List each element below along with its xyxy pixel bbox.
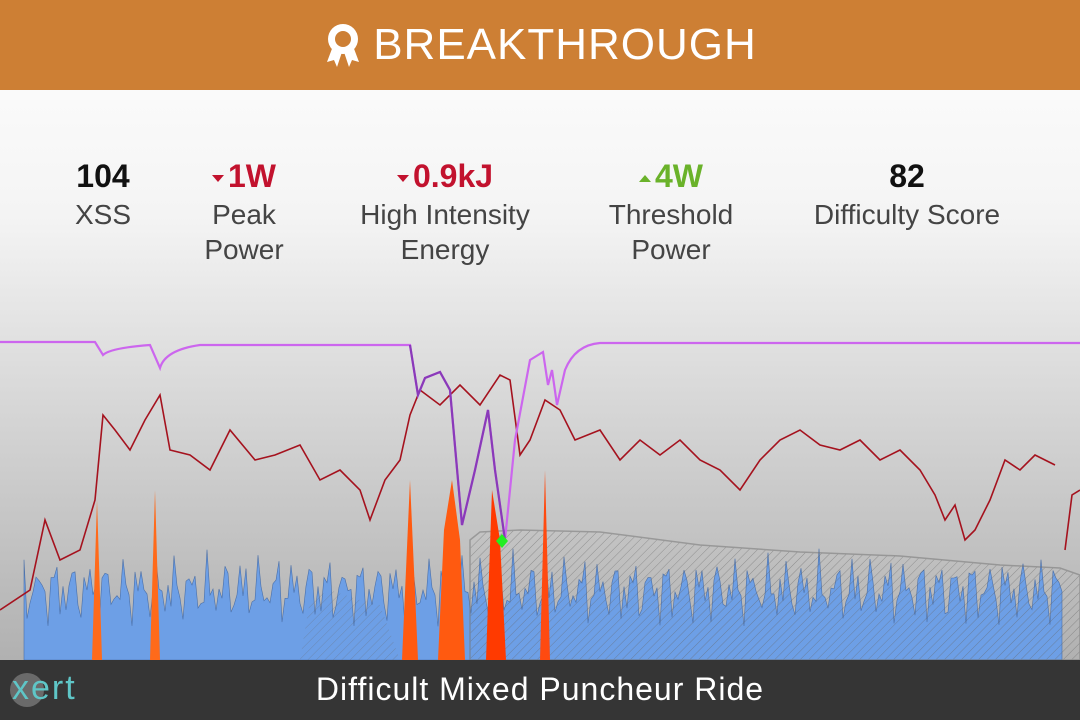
stat-label: Difficulty Score <box>813 199 1001 230</box>
footer-title: Difficult Mixed Puncheur Ride <box>315 671 765 707</box>
reserve-line-breakthrough <box>408 344 507 541</box>
stat: 82 Difficulty Score <box>787 155 1027 232</box>
stat-value: 104 <box>76 158 130 194</box>
hatch-area <box>300 590 400 660</box>
breakthrough-point <box>496 534 508 548</box>
stat-value-row: 82 <box>787 155 1027 197</box>
stat-label: High Intensity Energy <box>360 199 530 265</box>
stat-label: XSS <box>74 199 132 230</box>
footer: xert Difficult Mixed Puncheur Ride <box>0 660 1080 720</box>
logo: xert <box>12 669 77 707</box>
stat-label: Threshold Power <box>608 199 734 265</box>
logo-badge <box>10 673 44 707</box>
stat: 104 XSS <box>43 155 163 232</box>
hatch-area <box>469 529 1080 660</box>
stat: 4W Threshold Power <box>596 155 746 267</box>
stat-value-row: 4W <box>596 155 746 197</box>
stat-value: 4W <box>655 158 703 194</box>
stat-value: 1W <box>228 158 276 194</box>
power-line <box>0 373 1080 611</box>
stat-value-row: 104 <box>43 155 163 197</box>
stats: 104 XSS 1W Peak Power 0.9kJ High Intensity En… <box>0 155 1080 285</box>
stat: 0.9kJ High Intensity Energy <box>340 155 550 267</box>
stat-value-row: 1W <box>189 155 299 197</box>
effort-spikes <box>92 470 550 660</box>
award-icon <box>327 24 360 67</box>
stat-value: 82 <box>889 158 925 194</box>
stat: 1W Peak Power <box>189 155 299 267</box>
trend-arrow <box>639 175 651 183</box>
header: BREAKTHROUGH <box>0 0 1080 90</box>
stat-value-row: 0.9kJ <box>340 155 550 197</box>
stat-value: 0.9kJ <box>412 158 494 194</box>
trend-arrow <box>396 175 409 183</box>
trend-arrow <box>212 175 224 183</box>
header-title: BREAKTHROUGH <box>373 20 757 69</box>
ride-chart <box>0 340 1080 660</box>
stat-label: Peak Power <box>204 199 284 265</box>
reserve-line <box>0 340 1080 541</box>
